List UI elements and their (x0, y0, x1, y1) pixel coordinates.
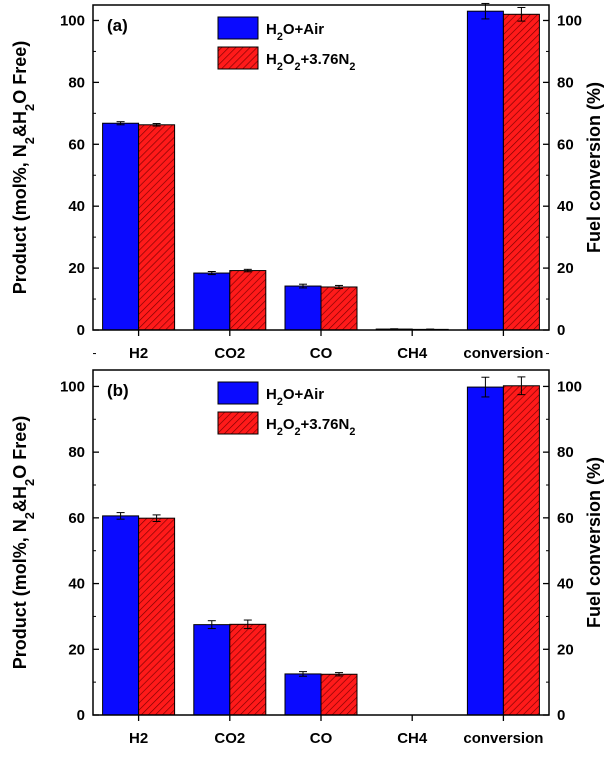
legend-label: H2O+Air (266, 386, 324, 408)
y-tick-label-left: 20 (68, 641, 85, 658)
y-axis-label-right: Fuel conversion (%) (584, 457, 604, 628)
x-tick-label-conversion: conversion (463, 345, 543, 362)
chart-panel-b: 0 0 20 20 40 40 60 60 80 80 100 100 H2 CO2 CO CH4 conver… (10, 353, 604, 747)
error-bar (152, 123, 161, 127)
error-bar (517, 376, 526, 396)
y-tick-label-right: 80 (557, 444, 574, 461)
x-tick-label-ch4: CH4 (397, 730, 428, 747)
error-bar (335, 672, 343, 677)
error-bar (116, 512, 125, 520)
legend-label: H2O+Air (266, 21, 324, 43)
y-tick-label-right: 80 (557, 74, 574, 91)
bar-h2o2-n2-conversion (502, 13, 540, 331)
error-bar (481, 2, 490, 20)
y-tick-label-right: 60 (557, 510, 574, 527)
error-bar (481, 376, 490, 398)
bar-h2o-air-h2 (102, 122, 140, 331)
chart-panel-a: 0 0 20 20 40 40 60 60 80 80 100 100 H2 CO2 CO CH4 conver… (10, 2, 604, 362)
y-tick-label-right: 40 (557, 198, 574, 215)
bar-h2o-air-conversion (466, 10, 504, 331)
y-tick-label-left: 0 (77, 322, 85, 339)
panel-label: (a) (107, 16, 128, 35)
error-bar (299, 671, 307, 677)
bar-h2o-air-co2 (193, 272, 231, 331)
y-axis-label-left: Product (mol%, N2&H2O Free) (10, 416, 37, 669)
y-tick-label-left: 40 (68, 198, 85, 215)
y-tick-label-left: 60 (68, 510, 85, 527)
y-axis-label-right: Fuel conversion (%) (584, 82, 604, 253)
y-tick-label-left: 20 (68, 260, 85, 277)
bar-h2o2-n2-h2 (138, 517, 176, 716)
x-tick-label-co2: CO2 (214, 730, 245, 747)
y-tick-label-right: 100 (557, 12, 582, 29)
x-tick-label-conversion: conversion (463, 730, 543, 747)
x-tick-label-co2: CO2 (214, 345, 245, 362)
error-bar (517, 6, 526, 22)
bar-h2o2-n2-co2 (229, 623, 267, 716)
y-tick-label-left: 80 (68, 74, 85, 91)
bar-h2o-air-conversion (466, 386, 504, 716)
legend-swatch (217, 411, 259, 435)
y-tick-label-left: 100 (60, 378, 85, 395)
error-bar (299, 283, 307, 289)
x-tick-label-ch4: CH4 (397, 345, 428, 362)
legend: H2O+Air H2O2+3.76N2 (217, 381, 355, 438)
bar-h2o2-n2-co (320, 673, 358, 716)
bar-h2o2-n2-co2 (229, 270, 267, 331)
bar-h2o-air-co (284, 285, 322, 331)
legend-swatch (217, 16, 259, 40)
x-tick-label-co: CO (310, 345, 333, 362)
bar-h2o-air-co2 (193, 624, 231, 716)
error-bar (335, 284, 343, 290)
legend-swatch (217, 381, 259, 405)
y-axis-label-left: Product (mol%, N2&H2O Free) (10, 41, 37, 294)
y-tick-label-right: 0 (557, 322, 565, 339)
y-tick-label-left: 40 (68, 576, 85, 593)
legend: H2O+Air H2O2+3.76N2 (217, 16, 355, 73)
bar-h2o-air-h2 (102, 515, 140, 716)
y-tick-label-right: 40 (557, 576, 574, 593)
x-tick-label-co: CO (310, 730, 333, 747)
bar-h2o-air-co (284, 673, 322, 716)
y-tick-label-left: 100 (60, 12, 85, 29)
y-tick-label-left: 0 (77, 707, 85, 724)
panel-label: (b) (107, 381, 129, 400)
error-bar (207, 271, 216, 276)
x-tick-label-h2: H2 (129, 730, 148, 747)
y-tick-label-left: 60 (68, 136, 85, 153)
legend-swatch (217, 46, 259, 70)
y-tick-label-right: 20 (557, 641, 574, 658)
legend-label: H2O2+3.76N2 (266, 416, 355, 438)
bar-h2o2-n2-co (320, 286, 358, 331)
error-bar (116, 121, 125, 126)
bar-h2o2-n2-conversion (502, 385, 540, 716)
y-tick-label-left: 80 (68, 444, 85, 461)
y-tick-label-right: 20 (557, 260, 574, 277)
error-bar (152, 514, 161, 522)
y-tick-label-right: 100 (557, 378, 582, 395)
bar-h2o2-n2-h2 (138, 124, 176, 331)
legend-label: H2O2+3.76N2 (266, 51, 355, 73)
x-tick-label-h2: H2 (129, 345, 148, 362)
y-tick-label-right: 0 (557, 707, 565, 724)
error-bar (243, 619, 252, 630)
error-bar (207, 620, 216, 630)
y-tick-label-right: 60 (557, 136, 574, 153)
error-bar (243, 268, 252, 273)
